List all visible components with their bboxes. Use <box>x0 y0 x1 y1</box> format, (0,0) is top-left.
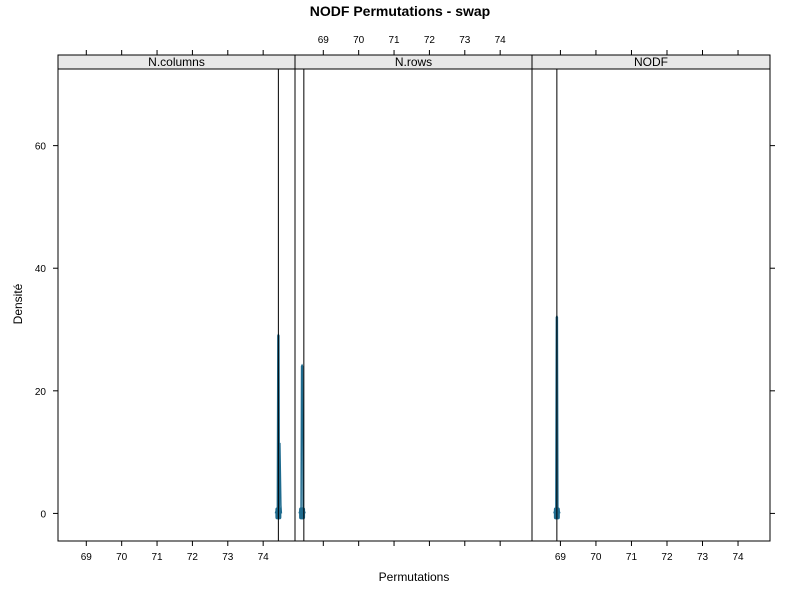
x-tick-label-top: 71 <box>388 35 400 46</box>
strip-label: N.rows <box>395 55 432 69</box>
y-tick-label: 60 <box>35 142 47 153</box>
x-tick-label-top: 74 <box>495 35 507 46</box>
x-tick-label-top: 73 <box>459 35 471 46</box>
x-tick-label: 74 <box>258 552 270 563</box>
panel-border <box>57 68 296 542</box>
panel-n-columns: N.columns 69 70 71 72 73 74 <box>57 50 296 563</box>
x-tick-label: 72 <box>661 552 673 563</box>
x-tick-label: 70 <box>116 552 128 563</box>
x-tick-label: 72 <box>187 552 199 563</box>
y-tick-label: 0 <box>40 509 46 520</box>
panel-border <box>531 68 771 542</box>
x-tick-label: 71 <box>151 552 163 563</box>
chart-title: NODF Permutations - swap <box>309 3 491 19</box>
strip-label: N.columns <box>148 55 205 69</box>
panel-nodf: NODF 69 70 71 72 73 74 <box>531 50 771 563</box>
strip-label: NODF <box>634 55 668 69</box>
x-tick-label: 73 <box>222 552 234 563</box>
x-tick-label: 69 <box>81 552 93 563</box>
x-tick-label: 71 <box>626 552 638 563</box>
x-tick-label: 70 <box>590 552 602 563</box>
density-curve-secondary <box>278 442 283 514</box>
y-tick-label: 20 <box>35 387 47 398</box>
x-axis-label: Permutations <box>378 570 450 584</box>
panel-n-rows: N.rows 69 70 71 72 73 74 <box>294 35 533 546</box>
x-tick-label: 74 <box>732 552 744 563</box>
y-axis-label: Densité <box>11 283 25 325</box>
y-tick-label: 40 <box>35 264 47 275</box>
x-tick-label-top: 72 <box>424 35 436 46</box>
x-tick-label-top: 69 <box>318 35 330 46</box>
x-tick-label: 69 <box>555 552 567 563</box>
x-tick-label: 73 <box>697 552 709 563</box>
panel-border <box>294 68 533 542</box>
x-tick-label-top: 70 <box>353 35 365 46</box>
